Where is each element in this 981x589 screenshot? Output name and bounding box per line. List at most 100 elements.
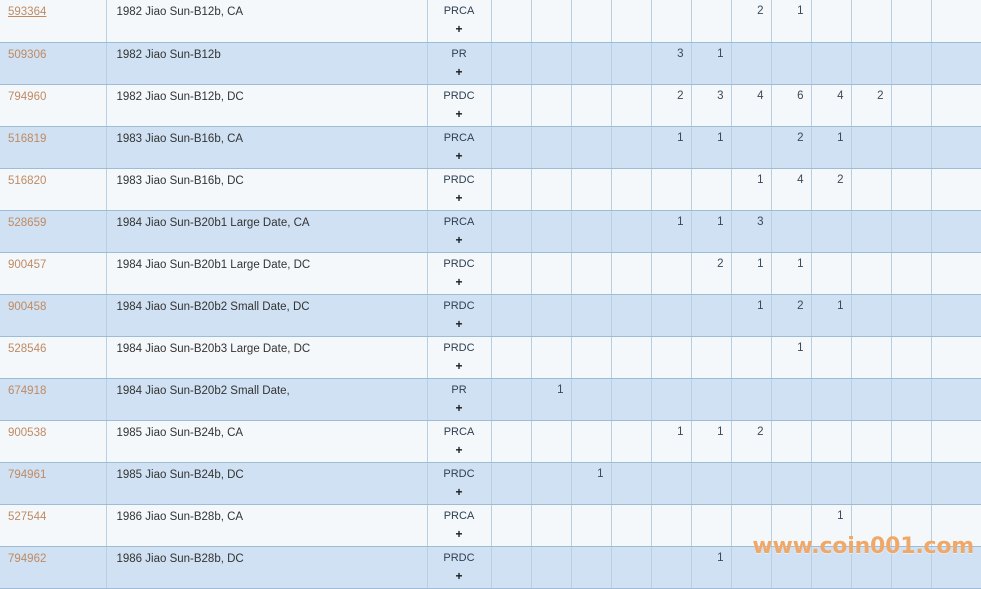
coin-id-link[interactable]: 528546 — [8, 342, 47, 355]
cell-id: 528659 — [0, 210, 107, 253]
coin-id-link[interactable]: 674918 — [8, 384, 47, 397]
coin-id-link[interactable]: 900538 — [8, 426, 47, 439]
grade-count-value — [532, 421, 571, 426]
coin-description: 1986 Jiao Sun-B28b, DC — [116, 552, 244, 565]
grade-count-value — [492, 295, 531, 300]
grade-count-value: 4 — [757, 89, 764, 102]
grade-count-value: 1 — [837, 509, 844, 522]
cell-grade-count — [931, 168, 981, 211]
grade-count-value — [572, 547, 611, 552]
cell-grade-count — [771, 210, 812, 253]
grade-count-value — [932, 421, 981, 426]
cell-grade-count — [531, 294, 572, 337]
plus-icon[interactable]: + — [455, 358, 463, 373]
grade-count-value: 1 — [717, 215, 724, 228]
coin-id-link[interactable]: 528659 — [8, 216, 47, 229]
grade-count-value: 2 — [797, 299, 804, 312]
coin-id-link[interactable]: 900457 — [8, 258, 47, 271]
cell-grade-count — [811, 378, 852, 421]
grade-count-value — [812, 463, 851, 468]
plus-icon[interactable]: + — [455, 526, 463, 541]
grade-count-value — [852, 505, 891, 510]
coin-id-link[interactable]: 527544 — [8, 510, 47, 523]
coin-id-link[interactable]: 794962 — [8, 552, 47, 565]
grade-count-value — [812, 421, 851, 426]
coin-id-link[interactable]: 794960 — [8, 90, 47, 103]
plus-icon[interactable]: + — [455, 64, 463, 79]
plus-icon[interactable]: + — [455, 484, 463, 499]
cell-grade-count — [611, 84, 652, 127]
plus-icon[interactable]: + — [455, 148, 463, 163]
plus-icon[interactable]: + — [455, 190, 463, 205]
grade-count-value — [932, 295, 981, 300]
cell-grade-count: 1 — [731, 168, 772, 211]
cell-id: 674918 — [0, 378, 107, 421]
grade-count-value — [612, 211, 651, 216]
coin-id-link[interactable]: 509306 — [8, 48, 47, 61]
cell-grade-count — [491, 504, 532, 547]
grade-count-value — [572, 505, 611, 510]
grade-count-value: 1 — [837, 131, 844, 144]
plus-icon[interactable]: + — [455, 232, 463, 247]
cell-grade-count — [811, 252, 852, 295]
grade-count-value — [892, 295, 931, 300]
plus-icon[interactable]: + — [455, 274, 463, 289]
grade-count-value — [772, 379, 811, 384]
cell-grade-count — [811, 546, 852, 589]
table-row: 900457 1984 Jiao Sun-B20b1 Large Date, DC… — [0, 252, 981, 295]
cell-grade-count — [771, 504, 812, 547]
grade-count-value — [852, 127, 891, 132]
grade-count-value — [612, 421, 651, 426]
grade-count-value — [932, 337, 981, 342]
grade-count-value: 2 — [837, 173, 844, 186]
cell-grade-count: 4 — [771, 168, 812, 211]
cell-grade-count — [731, 546, 772, 589]
cell-grade: PRCA + — [427, 0, 492, 43]
coin-id-link[interactable]: 900458 — [8, 300, 47, 313]
cell-grade-count: 4 — [731, 84, 772, 127]
plus-icon[interactable]: + — [455, 442, 463, 457]
cell-grade-count — [491, 294, 532, 337]
plus-icon[interactable]: + — [455, 400, 463, 415]
grade-count-value — [892, 421, 931, 426]
plus-icon[interactable]: + — [455, 22, 463, 36]
grade-count-value — [492, 379, 531, 384]
grade-count-value: 1 — [677, 131, 684, 144]
coin-id-link[interactable]: 516820 — [8, 174, 47, 187]
grade-designation: PRCA — [443, 425, 475, 438]
grade-count-value — [612, 505, 651, 510]
coin-description: 1983 Jiao Sun-B16b, CA — [116, 132, 244, 145]
plus-icon[interactable]: + — [455, 568, 463, 583]
cell-grade-count — [651, 0, 692, 43]
cell-grade-count — [571, 294, 612, 337]
grade-designation: PRCA — [443, 5, 475, 17]
cell-grade-count — [731, 42, 772, 85]
grade-count-value — [492, 127, 531, 132]
grade-count-value — [532, 211, 571, 216]
grade-count-value — [572, 211, 611, 216]
cell-grade-count — [611, 252, 652, 295]
table-row: 528659 1984 Jiao Sun-B20b1 Large Date, CA… — [0, 210, 981, 253]
coin-id-link[interactable]: 794961 — [8, 468, 47, 481]
coin-description: 1983 Jiao Sun-B16b, DC — [116, 174, 244, 187]
grade-count-value — [932, 85, 981, 90]
grade-count-value: 1 — [717, 47, 724, 60]
coin-id-link[interactable]: 593364 — [8, 6, 47, 18]
cell-grade-count — [651, 168, 692, 211]
cell-id: 794960 — [0, 84, 107, 127]
plus-icon[interactable]: + — [455, 316, 463, 331]
cell-grade-count — [651, 546, 692, 589]
cell-grade-count — [531, 336, 572, 379]
grade-count-value: 1 — [717, 131, 724, 144]
cell-grade-count — [811, 336, 852, 379]
cell-description: 1984 Jiao Sun-B20b1 Large Date, CA — [106, 210, 428, 253]
cell-grade-count — [771, 378, 812, 421]
coin-id-link[interactable]: 516819 — [8, 132, 47, 145]
cell-grade-count — [731, 378, 772, 421]
grade-count-value — [892, 379, 931, 384]
grade-designation: PRDC — [443, 467, 475, 480]
cell-grade-count — [691, 462, 732, 505]
plus-icon[interactable]: + — [455, 106, 463, 121]
